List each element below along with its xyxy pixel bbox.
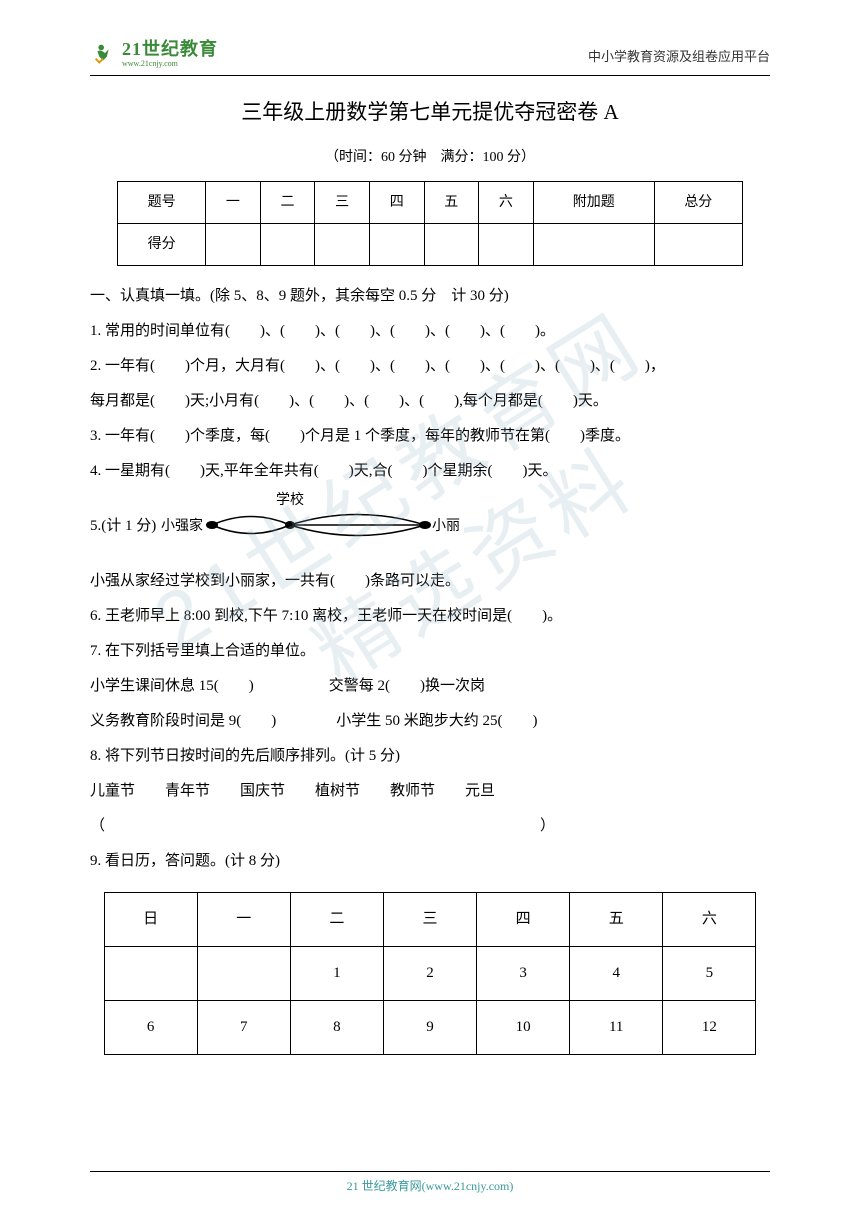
question-8b: （ ） xyxy=(90,810,770,843)
calendar-row: 1 2 3 4 5 xyxy=(104,946,756,1000)
score-cell xyxy=(533,223,654,265)
question-8: 8. 将下列节日按时间的先后顺序排列。(计 5 分) xyxy=(90,740,770,773)
calendar-header: 一 xyxy=(197,892,290,946)
question-5b: 小强从家经过学校到小丽家，一共有( )条路可以走。 xyxy=(90,565,770,598)
calendar-cell: 9 xyxy=(383,1000,476,1054)
score-cell xyxy=(315,223,370,265)
calendar-cell: 7 xyxy=(197,1000,290,1054)
route-diagram: 小强家 学校 小丽家 xyxy=(160,490,460,563)
question-2: 2. 一年有( )个月，大月有( )、( )、( )、( )、( )、( )、(… xyxy=(90,350,770,383)
page-title: 三年级上册数学第七单元提优夺冠密卷 A xyxy=(90,94,770,132)
logo-sub: www.21cnjy.com xyxy=(122,60,218,69)
question-5: 5.(计 1 分) 小强家 学校 小丽家 xyxy=(90,490,770,563)
question-7: 7. 在下列括号里填上合适的单位。 xyxy=(90,635,770,668)
page-header: 21世纪教育 www.21cnjy.com 中小学教育资源及组卷应用平台 xyxy=(90,40,770,76)
score-table-value-row: 得分 xyxy=(118,223,743,265)
content: 一、认真填一填。(除 5、8、9 题外，其余每空 0.5 分 计 30 分) 1… xyxy=(90,280,770,1055)
calendar-cell: 8 xyxy=(290,1000,383,1054)
score-header: 三 xyxy=(315,181,370,223)
diagram-left-label: 小强家 xyxy=(161,517,203,534)
calendar-header-row: 日 一 二 三 四 五 六 xyxy=(104,892,756,946)
score-cell xyxy=(654,223,742,265)
logo: 21世纪教育 www.21cnjy.com xyxy=(90,40,218,69)
calendar-cell: 5 xyxy=(663,946,756,1000)
question-3: 3. 一年有( )个季度，每( )个月是 1 个季度，每年的教师节在第( )季度… xyxy=(90,420,770,453)
page-subtitle: （时间：60 分钟 满分：100 分） xyxy=(90,145,770,170)
question-4: 4. 一星期有( )天,平年全年共有( )天,合( )个星期余( )天。 xyxy=(90,455,770,488)
question-5-label: 5.(计 1 分) xyxy=(90,518,156,534)
score-cell xyxy=(369,223,424,265)
logo-icon xyxy=(90,40,118,68)
diagram-mid-label: 学校 xyxy=(276,491,304,508)
question-8a: 儿童节 青年节 国庆节 植树节 教师节 元旦 xyxy=(90,775,770,808)
calendar-cell: 1 xyxy=(290,946,383,1000)
calendar-cell: 11 xyxy=(570,1000,663,1054)
page-footer: 21 世纪教育网(www.21cnjy.com) xyxy=(90,1171,770,1198)
score-header: 附加题 xyxy=(533,181,654,223)
score-cell xyxy=(424,223,479,265)
score-header: 题号 xyxy=(118,181,206,223)
calendar-row: 6 7 8 9 10 11 12 xyxy=(104,1000,756,1054)
question-6: 6. 王老师早上 8:00 到校,下午 7:10 离校，王老师一天在校时间是( … xyxy=(90,600,770,633)
calendar-cell: 6 xyxy=(104,1000,197,1054)
score-cell xyxy=(260,223,315,265)
logo-main: 21世纪教育 xyxy=(122,40,218,60)
score-cell xyxy=(479,223,534,265)
question-9: 9. 看日历，答问题。(计 8 分) xyxy=(90,845,770,878)
question-7a: 小学生课间休息 15( ) 交警每 2( )换一次岗 xyxy=(90,670,770,703)
calendar-cell xyxy=(104,946,197,1000)
calendar-cell: 4 xyxy=(570,946,663,1000)
calendar-cell: 3 xyxy=(477,946,570,1000)
score-header: 一 xyxy=(206,181,261,223)
calendar-header: 三 xyxy=(383,892,476,946)
header-right-text: 中小学教育资源及组卷应用平台 xyxy=(588,45,770,68)
question-1: 1. 常用的时间单位有( )、( )、( )、( )、( )、( )。 xyxy=(90,315,770,348)
score-header: 六 xyxy=(479,181,534,223)
calendar-header: 日 xyxy=(104,892,197,946)
diagram-right-label: 小丽家 xyxy=(432,517,460,534)
calendar-cell xyxy=(197,946,290,1000)
calendar-header: 五 xyxy=(570,892,663,946)
score-table-header-row: 题号 一 二 三 四 五 六 附加题 总分 xyxy=(118,181,743,223)
section-heading: 一、认真填一填。(除 5、8、9 题外，其余每空 0.5 分 计 30 分) xyxy=(90,280,770,313)
calendar-header: 二 xyxy=(290,892,383,946)
calendar-header: 四 xyxy=(477,892,570,946)
calendar-cell: 2 xyxy=(383,946,476,1000)
score-header: 二 xyxy=(260,181,315,223)
calendar-cell: 10 xyxy=(477,1000,570,1054)
question-7b: 义务教育阶段时间是 9( ) 小学生 50 米跑步大约 25( ) xyxy=(90,705,770,738)
calendar-table: 日 一 二 三 四 五 六 1 2 3 4 5 6 7 8 9 10 11 12 xyxy=(104,892,757,1055)
score-header: 总分 xyxy=(654,181,742,223)
calendar-header: 六 xyxy=(663,892,756,946)
score-header: 四 xyxy=(369,181,424,223)
calendar-cell: 12 xyxy=(663,1000,756,1054)
score-cell xyxy=(206,223,261,265)
score-table: 题号 一 二 三 四 五 六 附加题 总分 得分 xyxy=(117,181,743,266)
score-header: 五 xyxy=(424,181,479,223)
question-2b: 每月都是( )天;小月有( )、( )、( )、( ),每个月都是( )天。 xyxy=(90,385,770,418)
logo-text: 21世纪教育 www.21cnjy.com xyxy=(122,40,218,69)
score-label: 得分 xyxy=(118,223,206,265)
